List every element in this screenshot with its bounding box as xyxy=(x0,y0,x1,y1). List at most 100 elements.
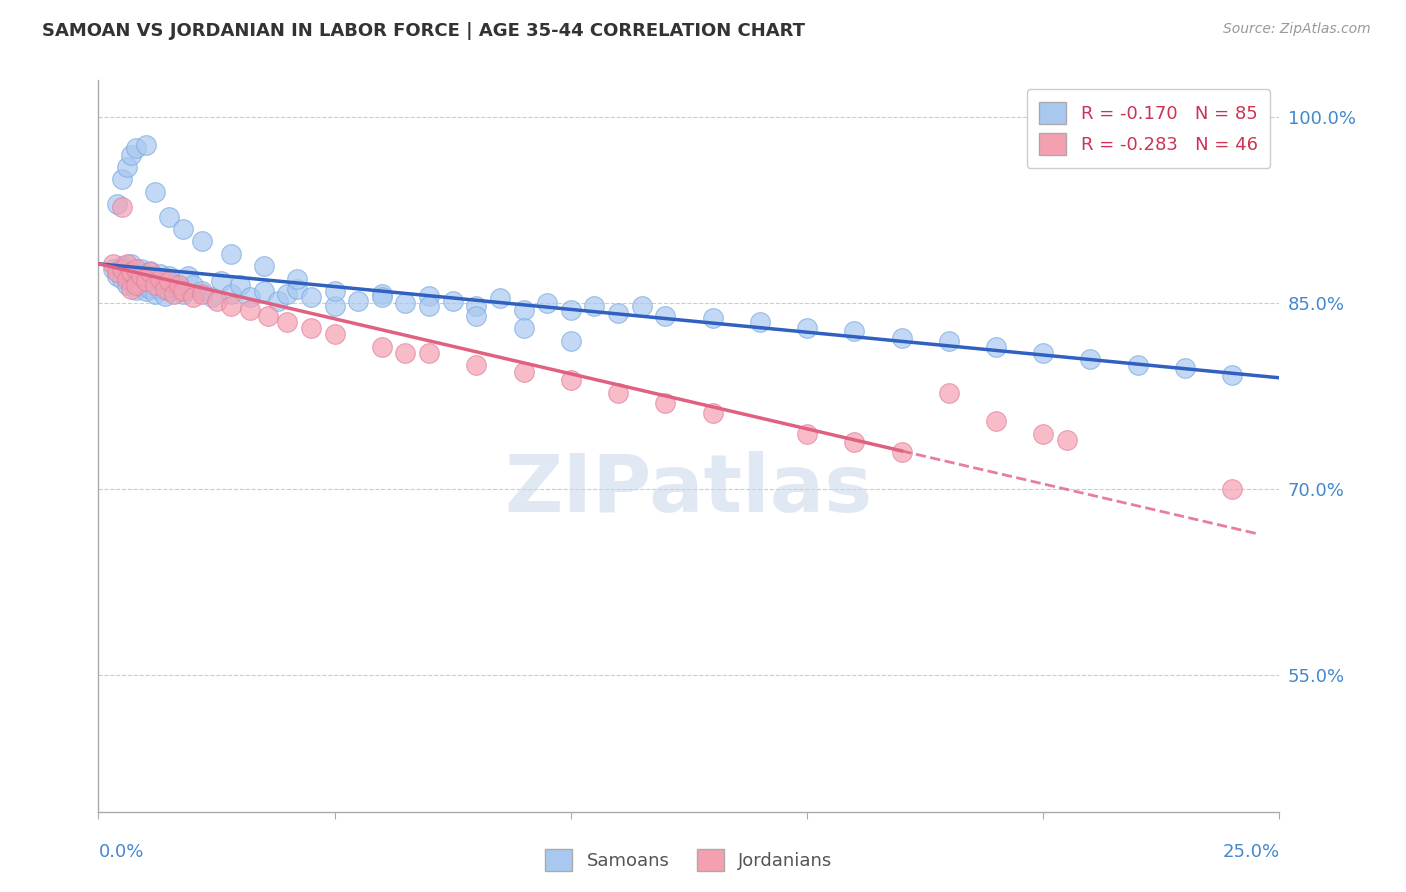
Point xyxy=(111,261,134,276)
Point xyxy=(115,277,138,292)
Point xyxy=(153,281,176,295)
Point xyxy=(139,264,162,278)
Point xyxy=(163,277,186,291)
Point xyxy=(253,284,276,298)
Point xyxy=(394,296,416,310)
Point xyxy=(257,309,280,323)
Point xyxy=(890,331,912,345)
Point xyxy=(129,279,152,293)
Point xyxy=(121,257,143,271)
Point xyxy=(135,137,157,152)
Point xyxy=(654,395,676,409)
Point xyxy=(101,261,124,276)
Point xyxy=(299,321,322,335)
Point xyxy=(149,283,172,297)
Point xyxy=(129,261,152,276)
Point xyxy=(209,274,232,288)
Point xyxy=(115,160,138,174)
Point xyxy=(276,286,298,301)
Point xyxy=(111,271,134,285)
Point xyxy=(1032,346,1054,360)
Point xyxy=(654,309,676,323)
Point xyxy=(143,277,166,292)
Point xyxy=(111,200,134,214)
Point xyxy=(323,327,346,342)
Point xyxy=(115,264,138,278)
Point xyxy=(149,271,172,285)
Point xyxy=(276,315,298,329)
Point xyxy=(796,321,818,335)
Point xyxy=(984,340,1007,354)
Point xyxy=(219,299,242,313)
Point xyxy=(299,290,322,304)
Point xyxy=(125,283,148,297)
Point xyxy=(143,286,166,301)
Point xyxy=(111,172,134,186)
Point xyxy=(143,271,166,285)
Point xyxy=(191,284,214,298)
Text: ZIPatlas: ZIPatlas xyxy=(505,450,873,529)
Point xyxy=(125,261,148,276)
Point xyxy=(121,281,143,295)
Legend: R = -0.170   N = 85, R = -0.283   N = 46: R = -0.170 N = 85, R = -0.283 N = 46 xyxy=(1026,89,1271,168)
Point xyxy=(489,292,512,306)
Point xyxy=(844,324,866,338)
Point xyxy=(172,286,194,301)
Point xyxy=(418,299,440,313)
Point xyxy=(702,405,724,419)
Point xyxy=(139,281,162,295)
Point xyxy=(105,197,128,211)
Point xyxy=(121,147,143,161)
Point xyxy=(285,281,308,295)
Point xyxy=(1080,352,1102,367)
Text: 25.0%: 25.0% xyxy=(1222,843,1279,861)
Point xyxy=(512,302,534,317)
Point xyxy=(536,296,558,310)
Point xyxy=(201,290,224,304)
Text: 0.0%: 0.0% xyxy=(98,843,143,861)
Point xyxy=(153,274,176,288)
Point xyxy=(139,265,162,279)
Point xyxy=(239,290,262,304)
Point xyxy=(167,277,190,292)
Point xyxy=(512,365,534,379)
Point xyxy=(163,286,186,301)
Point xyxy=(115,271,138,285)
Point xyxy=(219,286,242,301)
Point xyxy=(239,302,262,317)
Text: SAMOAN VS JORDANIAN IN LABOR FORCE | AGE 35-44 CORRELATION CHART: SAMOAN VS JORDANIAN IN LABOR FORCE | AGE… xyxy=(42,22,806,40)
Point xyxy=(394,346,416,360)
Point xyxy=(129,269,152,284)
Point xyxy=(153,289,176,303)
Point xyxy=(177,269,200,284)
Point xyxy=(323,299,346,313)
Point xyxy=(105,265,128,279)
Point xyxy=(938,334,960,348)
Point xyxy=(253,259,276,273)
Point xyxy=(560,302,582,317)
Point xyxy=(267,293,290,308)
Point xyxy=(1056,433,1078,447)
Point xyxy=(560,373,582,387)
Point xyxy=(172,284,194,298)
Point xyxy=(105,269,128,284)
Point xyxy=(111,259,134,273)
Point xyxy=(157,274,180,288)
Point xyxy=(121,265,143,279)
Point xyxy=(748,315,770,329)
Point xyxy=(890,445,912,459)
Point xyxy=(219,247,242,261)
Point xyxy=(465,309,488,323)
Point xyxy=(1220,368,1243,383)
Point xyxy=(115,257,138,271)
Point xyxy=(560,334,582,348)
Point xyxy=(285,271,308,285)
Point xyxy=(157,284,180,298)
Point xyxy=(101,257,124,271)
Point xyxy=(984,414,1007,428)
Point xyxy=(172,222,194,236)
Point xyxy=(702,311,724,326)
Point xyxy=(1126,359,1149,373)
Point xyxy=(441,293,464,308)
Point xyxy=(418,289,440,303)
